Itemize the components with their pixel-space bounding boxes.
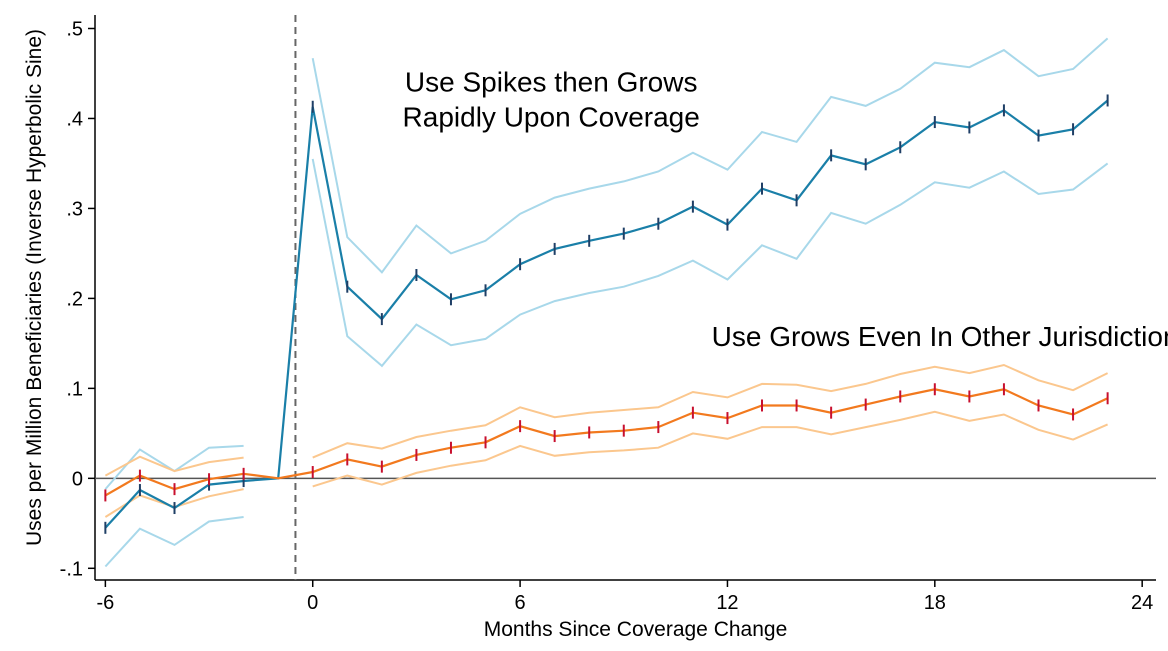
annotation-text: Use Grows Even In Other Jurisdictions	[712, 321, 1168, 352]
plot-area	[95, 15, 1156, 580]
y-tick-label: .2	[66, 288, 83, 310]
x-axis-title: Months Since Coverage Change	[484, 618, 788, 641]
x-tick-label: 18	[924, 592, 946, 614]
y-tick-label: .5	[66, 18, 83, 40]
y-tick-label: 0	[72, 468, 83, 490]
y-tick-label: .3	[66, 198, 83, 220]
x-tick-label: 12	[716, 592, 738, 614]
orange-series-line	[104, 388, 1109, 497]
orange-ci-upper	[104, 363, 1109, 477]
y-tick-label: .4	[66, 108, 83, 130]
x-tick-label: 24	[1131, 592, 1153, 614]
x-tick-label: 0	[307, 592, 318, 614]
x-tick-label: 6	[515, 592, 526, 614]
blue-ci-lower	[104, 158, 1109, 568]
annotations: Use Spikes then Grows Rapidly Upon Covera…	[403, 66, 1168, 352]
y-axis-title: Uses per Million Beneficiaries (Inverse …	[23, 29, 46, 546]
orange-ci-lower	[104, 410, 1109, 518]
blue-series-line	[104, 99, 1109, 529]
annotation-text: Use Spikes then Grows	[405, 66, 698, 97]
axes: -.1 0 .1 .2 .3 .4 .5 -6 0 6 12 18 24 Months Since Cov…	[23, 15, 1156, 641]
x-tick-label: -6	[96, 592, 114, 614]
annotation-text: Rapidly Upon Coverage	[403, 101, 700, 132]
y-tick-label: .1	[66, 378, 83, 400]
y-tick-label: -.1	[60, 558, 83, 580]
